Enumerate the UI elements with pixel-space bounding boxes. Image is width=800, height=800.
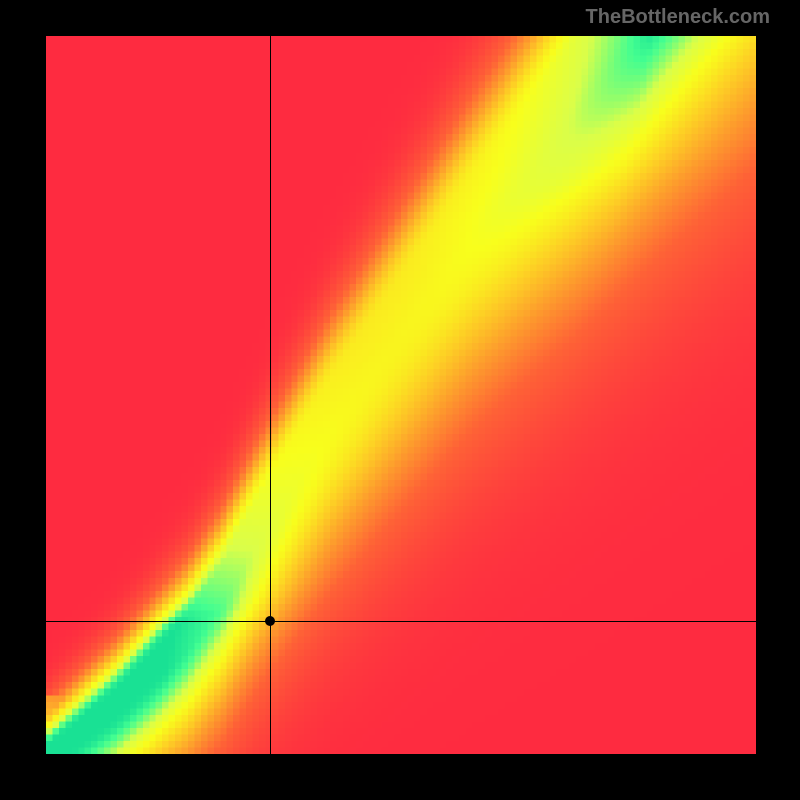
crosshair-horizontal-line [46,621,756,622]
heatmap-plot [46,36,756,754]
heatmap-canvas [46,36,756,754]
watermark-text: TheBottleneck.com [586,6,770,29]
crosshair-vertical-line [270,36,271,754]
crosshair-marker-dot [265,616,275,626]
